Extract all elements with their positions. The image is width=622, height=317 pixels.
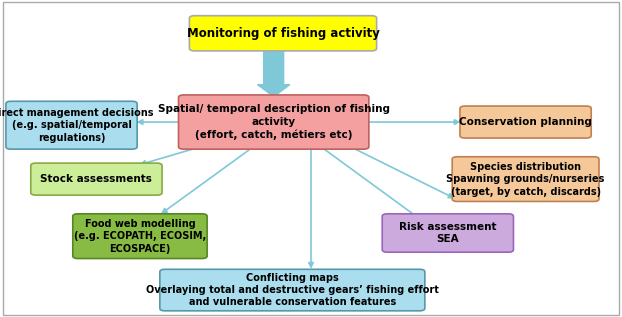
Text: Conflicting maps
Overlaying total and destructive gears’ fishing effort
and vuln: Conflicting maps Overlaying total and de…	[146, 273, 439, 307]
FancyBboxPatch shape	[160, 269, 425, 311]
Text: Conservation planning: Conservation planning	[459, 117, 592, 127]
Polygon shape	[258, 48, 290, 97]
Text: Spatial/ temporal description of fishing
activity
(effort, catch, métiers etc): Spatial/ temporal description of fishing…	[158, 104, 389, 140]
FancyBboxPatch shape	[460, 106, 591, 138]
FancyBboxPatch shape	[189, 16, 376, 51]
Text: Direct management decisions
(e.g. spatial/temporal
regulations): Direct management decisions (e.g. spatia…	[0, 108, 153, 143]
Text: Stock assessments: Stock assessments	[40, 174, 152, 184]
FancyBboxPatch shape	[452, 157, 599, 202]
Text: Monitoring of fishing activity: Monitoring of fishing activity	[187, 27, 379, 40]
Text: Food web modelling
(e.g. ECOPATH, ECOSIM,
ECOSPACE): Food web modelling (e.g. ECOPATH, ECOSIM…	[74, 219, 206, 254]
FancyBboxPatch shape	[30, 163, 162, 195]
FancyBboxPatch shape	[6, 101, 137, 149]
Text: Risk assessment
SEA: Risk assessment SEA	[399, 222, 496, 244]
Text: Species distribution
Spawning grounds/nurseries
(target, by catch, discards): Species distribution Spawning grounds/nu…	[447, 162, 605, 197]
FancyBboxPatch shape	[382, 214, 513, 252]
FancyBboxPatch shape	[73, 214, 207, 259]
FancyBboxPatch shape	[179, 95, 369, 149]
